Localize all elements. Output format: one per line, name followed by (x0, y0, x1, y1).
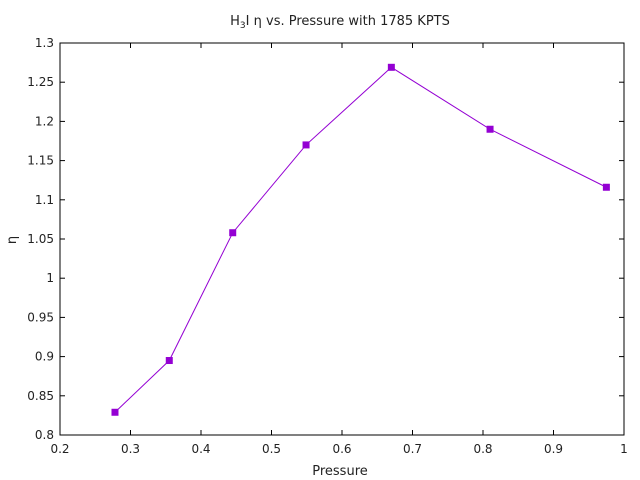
x-tick-label: 0.4 (191, 442, 210, 456)
chart-title: H3I η vs. Pressure with 1785 KPTS (230, 14, 450, 31)
y-tick-label: 1.3 (35, 36, 54, 50)
x-tick-label: 0.8 (473, 442, 492, 456)
y-tick-label: 0.95 (27, 310, 54, 324)
y-tick-label: 1.15 (27, 154, 54, 168)
x-tick-label: 0.3 (121, 442, 140, 456)
data-point-marker (602, 183, 610, 191)
series-line (114, 66, 607, 413)
y-tick-label: 1 (46, 271, 54, 285)
x-tick-label: 0.6 (332, 442, 351, 456)
x-tick-label: 0.7 (403, 442, 422, 456)
data-point-marker (165, 357, 173, 365)
y-tick-label: 1.2 (35, 114, 54, 128)
x-tick-label: 0.2 (50, 442, 69, 456)
x-tick-label: 1 (620, 442, 628, 456)
data-point-marker (111, 408, 119, 416)
y-tick-label: 0.8 (35, 428, 54, 442)
plot-frame (59, 42, 625, 436)
data-point-marker (229, 229, 237, 237)
data-point-marker (302, 141, 310, 149)
x-tick-label: 0.9 (544, 442, 563, 456)
y-axis: 0.8 0.85 0.9 0.95 1 1.05 1.1 1.15 1.2 1.25 1.3 (27, 36, 624, 442)
data-point-marker (486, 125, 494, 133)
y-tick-label: 1.25 (27, 75, 54, 89)
x-axis: 0.2 0.3 0.4 0.5 0.6 0.7 0.8 0.9 1 (50, 43, 628, 456)
data-point-marker (387, 63, 395, 71)
y-tick-label: 0.85 (27, 389, 54, 403)
y-tick-label: 0.9 (35, 350, 54, 364)
x-tick-label: 0.5 (262, 442, 281, 456)
y-axis-label: η (5, 236, 20, 244)
y-tick-label: 1.1 (35, 193, 54, 207)
series-group (111, 63, 610, 416)
x-axis-label: Pressure (312, 464, 368, 479)
y-tick-label: 1.05 (27, 232, 54, 246)
